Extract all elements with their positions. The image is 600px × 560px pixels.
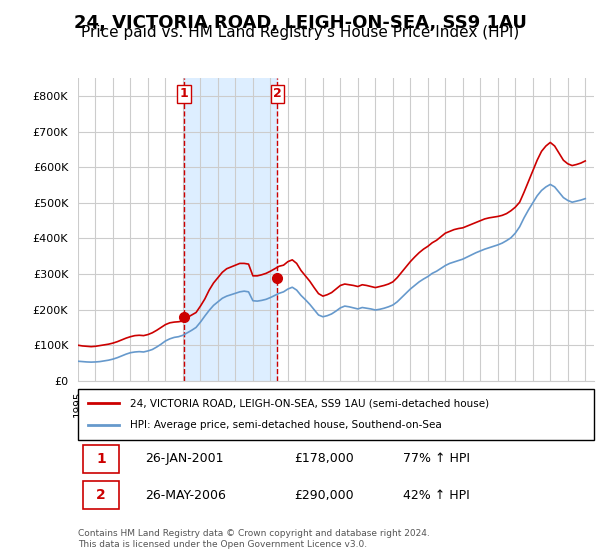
Text: 42% ↑ HPI: 42% ↑ HPI	[403, 489, 470, 502]
Text: 24, VICTORIA ROAD, LEIGH-ON-SEA, SS9 1AU: 24, VICTORIA ROAD, LEIGH-ON-SEA, SS9 1AU	[74, 14, 526, 32]
Text: 24, VICTORIA ROAD, LEIGH-ON-SEA, SS9 1AU (semi-detached house): 24, VICTORIA ROAD, LEIGH-ON-SEA, SS9 1AU…	[130, 398, 489, 408]
FancyBboxPatch shape	[78, 389, 594, 440]
FancyBboxPatch shape	[83, 481, 119, 509]
Text: 26-MAY-2006: 26-MAY-2006	[145, 489, 226, 502]
Text: £290,000: £290,000	[295, 489, 355, 502]
Text: Contains HM Land Registry data © Crown copyright and database right 2024.
This d: Contains HM Land Registry data © Crown c…	[78, 529, 430, 549]
Text: £178,000: £178,000	[295, 452, 355, 465]
FancyBboxPatch shape	[83, 445, 119, 473]
Text: 26-JAN-2001: 26-JAN-2001	[145, 452, 224, 465]
Bar	[184, 78, 277, 381]
Text: Price paid vs. HM Land Registry's House Price Index (HPI): Price paid vs. HM Land Registry's House …	[81, 25, 519, 40]
Text: 1: 1	[97, 452, 106, 466]
Text: 1: 1	[180, 87, 188, 100]
Text: HPI: Average price, semi-detached house, Southend-on-Sea: HPI: Average price, semi-detached house,…	[130, 421, 442, 431]
Text: 2: 2	[97, 488, 106, 502]
Text: 77% ↑ HPI: 77% ↑ HPI	[403, 452, 470, 465]
Text: 2: 2	[273, 87, 282, 100]
